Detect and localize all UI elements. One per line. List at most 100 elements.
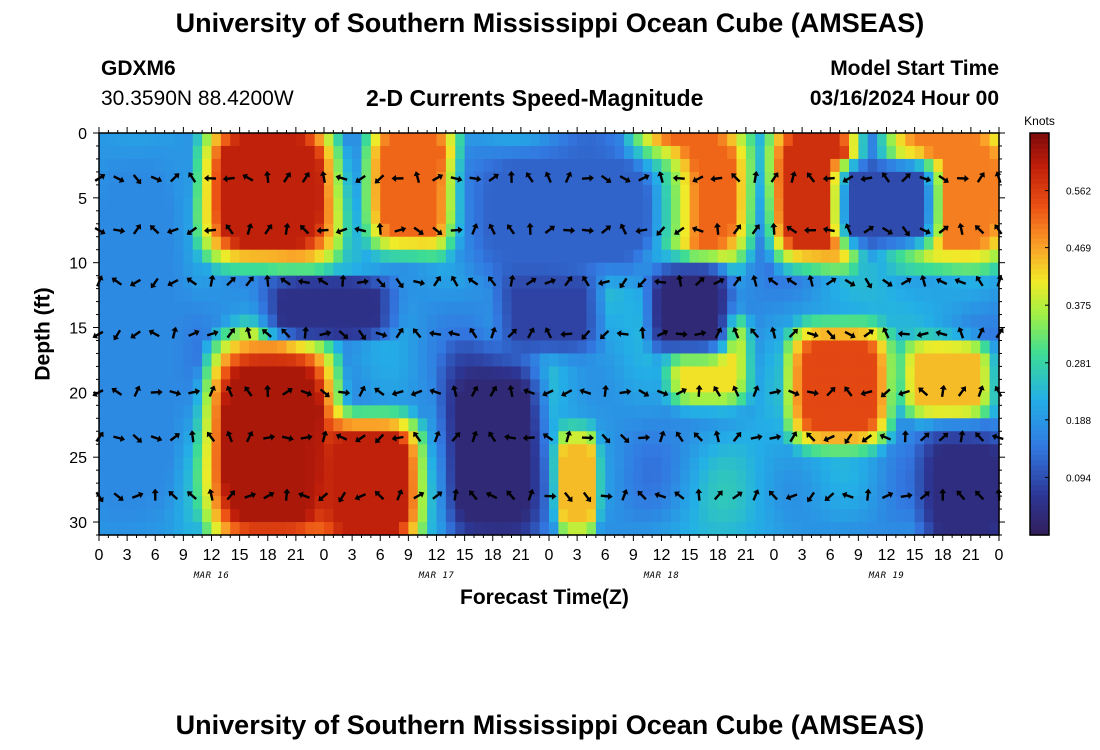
heatmap-cell (567, 171, 578, 186)
heatmap-cell (389, 444, 400, 458)
heatmap-cell (595, 133, 606, 147)
heatmap-cell (905, 171, 916, 186)
heatmap-cell (549, 483, 559, 497)
heatmap-cell (239, 496, 250, 510)
heatmap-cell (314, 509, 325, 523)
heatmap-cell (586, 327, 597, 342)
heatmap-cell (258, 314, 269, 329)
heatmap-cell (670, 496, 681, 510)
heatmap-cell (305, 366, 316, 380)
heatmap-cell (145, 444, 156, 458)
heatmap-cell (408, 262, 419, 277)
heatmap-cell (980, 470, 991, 484)
heatmap-cell (202, 522, 213, 536)
heatmap-cell (258, 418, 269, 432)
heatmap-cell (399, 431, 409, 445)
heatmap-cell (549, 210, 559, 225)
colorbar-segment (1030, 409, 1049, 416)
heatmap-cell (905, 236, 916, 251)
heatmap-cell (961, 379, 972, 393)
x-tick-label: 15 (681, 547, 699, 564)
heatmap-cell (211, 522, 222, 536)
heatmap-cell (202, 314, 213, 329)
current-arrow (767, 277, 779, 286)
heatmap-cell (361, 210, 372, 225)
heatmap-cell (436, 314, 447, 329)
heatmap-cell (558, 496, 569, 510)
heatmap-cell (699, 444, 709, 458)
heatmap-cell (361, 340, 372, 355)
heatmap-cell (867, 184, 878, 199)
heatmap-cell (239, 444, 250, 458)
heatmap-cell (127, 444, 138, 458)
heatmap-cell (492, 314, 503, 329)
heatmap-cell (258, 522, 269, 536)
heatmap-cell (605, 470, 616, 484)
colorbar-segment (1030, 148, 1049, 154)
heatmap-cell (727, 236, 738, 251)
current-arrow (167, 278, 179, 287)
heatmap-cell (877, 314, 888, 329)
heatmap-cell (989, 457, 1000, 471)
heatmap-cell (370, 158, 381, 173)
heatmap-cell (858, 496, 869, 510)
heatmap-cell (764, 444, 775, 458)
heatmap-cell (183, 470, 194, 484)
colorbar-segment (1030, 188, 1049, 194)
colorbar-segment (1030, 424, 1049, 431)
current-arrow (919, 274, 927, 287)
heatmap-cell (586, 236, 597, 251)
current-arrow (150, 435, 163, 442)
heatmap-cell (183, 197, 194, 212)
heatmap-cell (549, 418, 559, 432)
current-arrow (619, 388, 632, 396)
heatmap-cell (961, 210, 972, 225)
current-vectors (92, 170, 1004, 503)
heatmap-cell (417, 210, 428, 225)
heatmap-cell (792, 314, 803, 329)
heatmap-cell (502, 457, 513, 471)
heatmap-cell (145, 509, 156, 523)
heatmap-cell (877, 457, 888, 471)
heatmap-cell (455, 262, 466, 277)
heatmap-cell (558, 444, 569, 458)
heatmap-cell (370, 133, 381, 147)
heatmap-cell (886, 509, 897, 523)
current-arrow (675, 431, 684, 443)
heatmap-cell (389, 133, 400, 147)
heatmap-cell (708, 249, 719, 264)
heatmap-cell (905, 249, 916, 264)
heatmap-cell (867, 457, 878, 471)
current-arrow (432, 491, 443, 500)
heatmap-cell (867, 210, 878, 225)
colorbar-segment (1030, 198, 1049, 204)
heatmap-cell (792, 327, 803, 342)
heatmap-cell (324, 379, 334, 393)
heatmap-cell (389, 314, 400, 329)
heatmap-cell (614, 522, 625, 536)
heatmap-cell (708, 457, 719, 471)
heatmap-cell (708, 470, 719, 484)
heatmap-cell (849, 431, 859, 445)
heatmap-cell (117, 392, 128, 406)
heatmap-cell (314, 184, 325, 199)
colorbar-segment (1030, 318, 1049, 325)
heatmap-cell (670, 431, 681, 445)
heatmap-cell (192, 353, 203, 368)
heatmap-cell (699, 301, 709, 316)
heatmap-cell (436, 158, 447, 173)
colorbar-segment (1030, 258, 1049, 265)
current-arrow (864, 488, 872, 501)
heatmap-cell (924, 470, 934, 484)
heatmap-cell (436, 275, 447, 290)
current-arrow (130, 330, 141, 339)
heatmap-cell (164, 145, 175, 160)
heatmap-cell (108, 392, 119, 406)
colorbar-segment (1030, 489, 1049, 496)
heatmap-cell (192, 249, 203, 264)
heatmap-cell (811, 379, 822, 393)
heatmap-cell (295, 314, 306, 329)
heatmap-cell (474, 353, 484, 368)
current-arrow (374, 387, 385, 396)
heatmap-cell (586, 288, 597, 303)
